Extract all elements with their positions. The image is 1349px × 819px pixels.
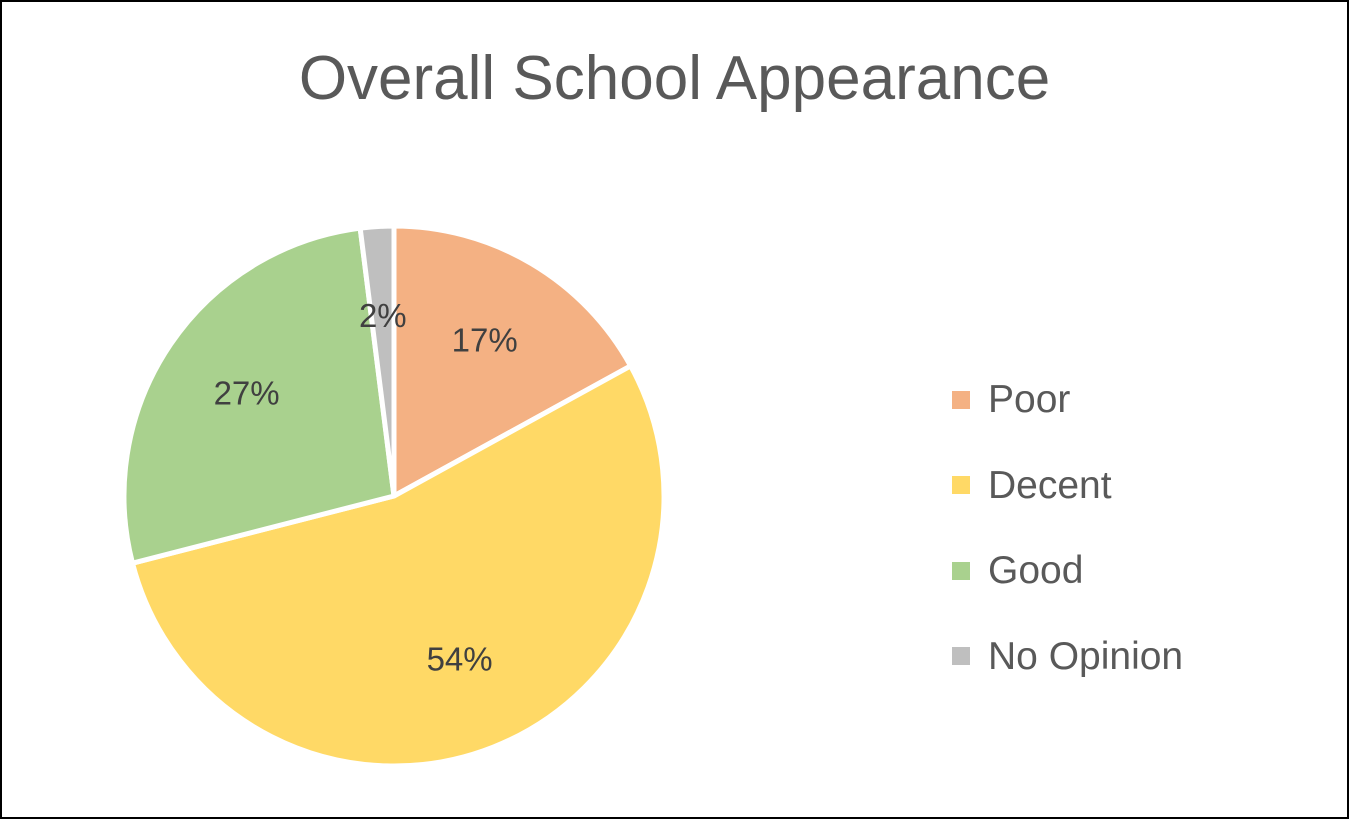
legend: Poor Decent Good No Opinion bbox=[952, 357, 1183, 699]
legend-swatch-decent bbox=[952, 476, 970, 495]
data-label-decent: 54% bbox=[427, 640, 493, 677]
data-label-poor: 17% bbox=[452, 321, 518, 358]
legend-item-poor: Poor bbox=[952, 357, 1183, 443]
legend-item-good: Good bbox=[952, 528, 1183, 614]
legend-label-decent: Decent bbox=[988, 463, 1112, 507]
legend-swatch-no-opinion bbox=[952, 647, 970, 666]
chart-title: Overall School Appearance bbox=[298, 44, 1051, 113]
legend-label-good: Good bbox=[988, 549, 1084, 593]
pie-slice-no-opinion bbox=[357, 223, 397, 499]
pie-slice-decent bbox=[129, 363, 667, 769]
pie-data-labels: 17% 54% 27% 2% bbox=[214, 297, 518, 678]
legend-label-poor: Poor bbox=[988, 378, 1071, 422]
legend-label-no-opinion: No Opinion bbox=[988, 634, 1184, 678]
legend-item-decent: Decent bbox=[952, 443, 1183, 529]
legend-item-no-opinion: No Opinion bbox=[952, 614, 1183, 700]
data-label-good: 27% bbox=[214, 375, 280, 412]
legend-swatch-poor bbox=[952, 390, 970, 409]
legend-swatch-good bbox=[952, 561, 970, 580]
data-label-no-opinion: 2% bbox=[359, 297, 407, 334]
pie-slices bbox=[121, 223, 667, 769]
pie-slice-poor bbox=[391, 223, 634, 499]
pie-slice-good bbox=[121, 225, 397, 566]
